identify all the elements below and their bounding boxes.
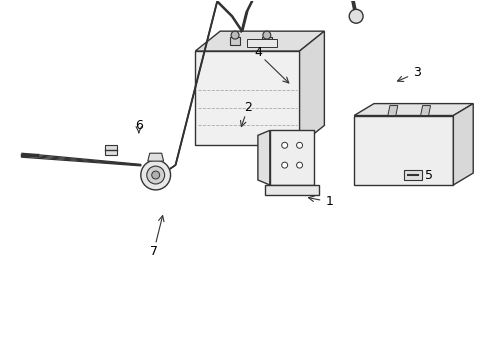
Text: 1: 1: [325, 195, 333, 208]
Circle shape: [146, 166, 164, 184]
Polygon shape: [264, 185, 319, 195]
Circle shape: [263, 31, 270, 39]
Circle shape: [296, 142, 302, 148]
Polygon shape: [105, 145, 117, 155]
Circle shape: [281, 142, 287, 148]
Polygon shape: [403, 170, 421, 180]
Text: 2: 2: [244, 101, 251, 114]
Polygon shape: [195, 51, 299, 145]
Text: 3: 3: [412, 66, 420, 79]
Circle shape: [281, 162, 287, 168]
Polygon shape: [257, 130, 269, 185]
Circle shape: [151, 171, 160, 179]
Text: 7: 7: [149, 245, 158, 258]
Circle shape: [296, 162, 302, 168]
Polygon shape: [387, 105, 397, 116]
Polygon shape: [269, 130, 314, 185]
Circle shape: [141, 160, 170, 190]
Polygon shape: [195, 31, 324, 51]
Circle shape: [348, 9, 362, 23]
Text: 6: 6: [135, 119, 142, 132]
Polygon shape: [353, 116, 452, 185]
Polygon shape: [262, 37, 271, 45]
Circle shape: [231, 31, 239, 39]
Polygon shape: [353, 104, 472, 116]
Polygon shape: [147, 153, 163, 161]
Polygon shape: [420, 105, 429, 116]
Polygon shape: [299, 31, 324, 145]
Text: 5: 5: [424, 168, 432, 181]
Text: 4: 4: [253, 46, 261, 59]
Polygon shape: [452, 104, 472, 185]
Polygon shape: [230, 37, 240, 45]
Polygon shape: [246, 39, 276, 47]
